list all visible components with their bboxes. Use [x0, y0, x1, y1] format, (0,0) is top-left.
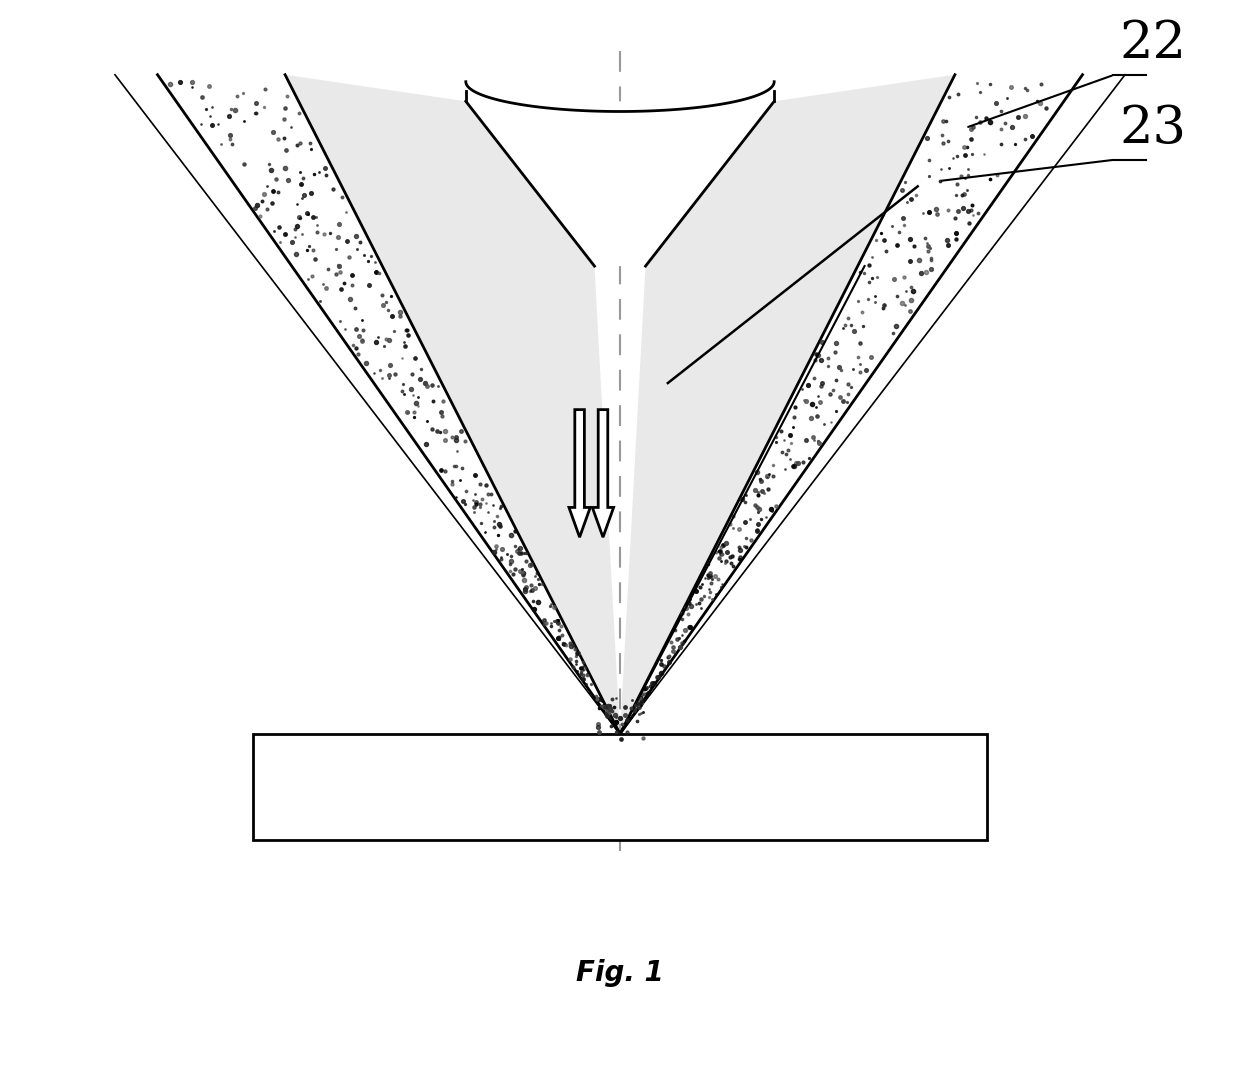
Polygon shape — [620, 75, 955, 734]
FancyArrow shape — [569, 410, 590, 538]
Text: Fig. 1: Fig. 1 — [577, 959, 663, 987]
FancyArrow shape — [593, 410, 614, 538]
Bar — [253, 734, 987, 840]
Text: 22: 22 — [1120, 18, 1187, 70]
Polygon shape — [285, 75, 620, 734]
Polygon shape — [466, 101, 774, 266]
Text: 23: 23 — [1120, 103, 1187, 155]
